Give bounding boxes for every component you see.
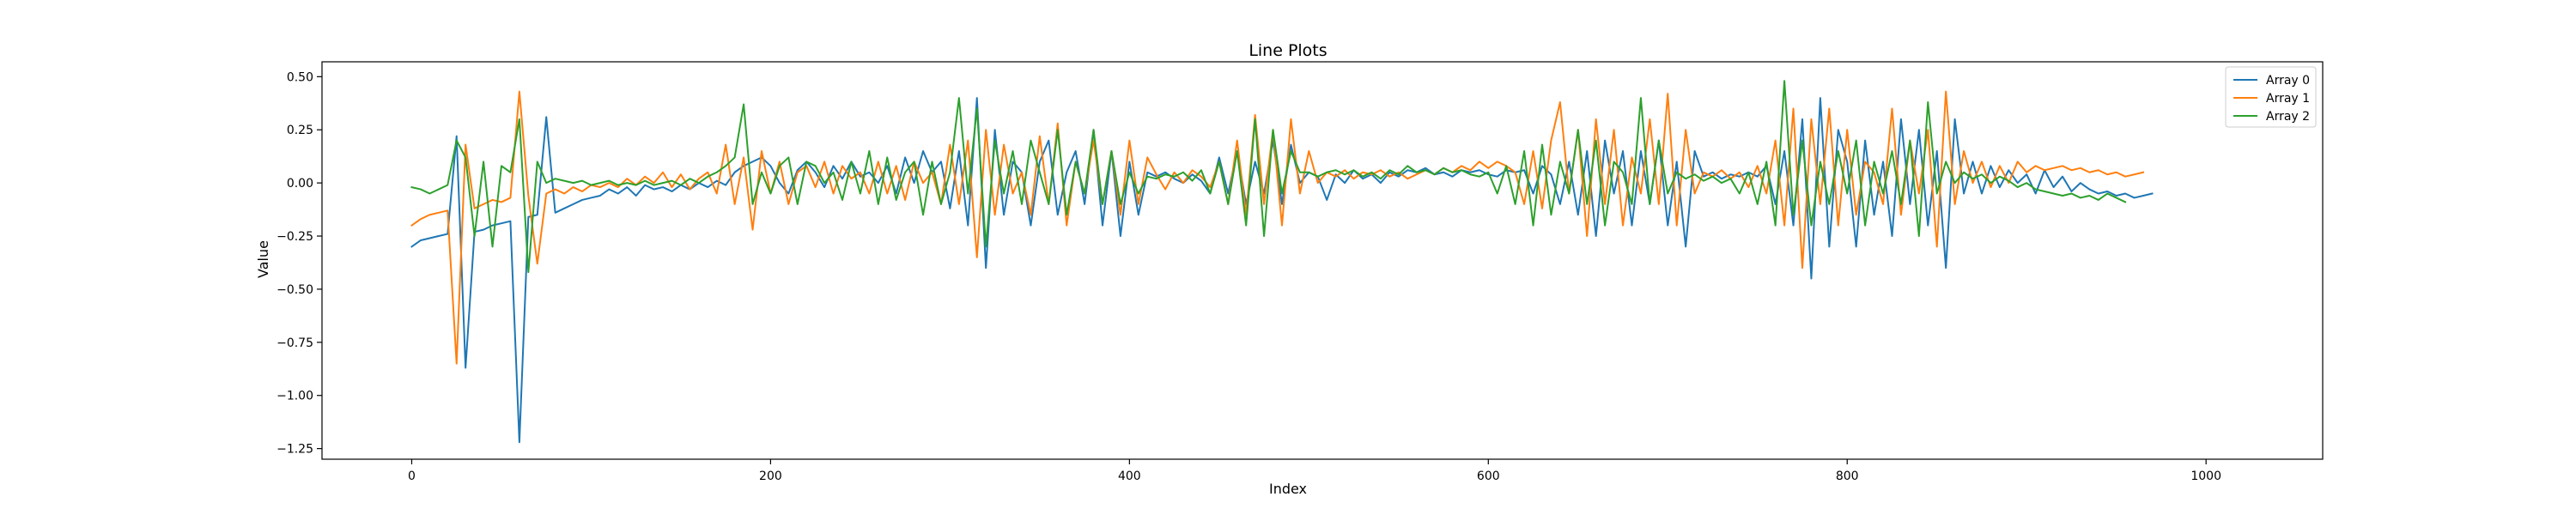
- chart-legend: Array 0 Array 1 Array 2: [2225, 66, 2317, 128]
- x-tick-label: 1000: [2190, 470, 2221, 483]
- y-tick-label: −0.25: [276, 230, 313, 244]
- legend-box: [2225, 66, 2317, 128]
- y-tick-label: −0.50: [276, 283, 313, 297]
- y-tick-label: 0.00: [287, 177, 313, 191]
- series-line-2: [410, 80, 2127, 274]
- legend-label: Array 2: [2266, 110, 2310, 124]
- legend-label: Array 1: [2266, 92, 2310, 106]
- y-tick-label: 0.50: [287, 70, 313, 84]
- x-tick-label: 600: [1477, 470, 1500, 483]
- y-axis-label: Value: [255, 240, 271, 278]
- y-tick-label: −1.25: [276, 443, 313, 457]
- y-tick-label: 0.25: [287, 124, 313, 137]
- x-tick-label: 0: [408, 470, 416, 483]
- plot-frame: [321, 61, 2324, 460]
- axes-layer: 0 200 400 600 800 1000 −1.25 −1.00 −0.75 −0.50 −0.…: [276, 61, 2324, 483]
- x-tick-label: 200: [759, 470, 782, 483]
- chart-title: Line Plots: [1249, 41, 1327, 60]
- x-axis-label: Index: [1269, 481, 1307, 497]
- series-layer: [410, 80, 2154, 444]
- x-tick-label: 800: [1836, 470, 1859, 483]
- y-tick-label: −1.00: [276, 390, 313, 403]
- x-tick-label: 400: [1118, 470, 1141, 483]
- series-line-0: [410, 97, 2154, 444]
- legend-label: Array 0: [2266, 74, 2310, 88]
- y-tick-label: −0.75: [276, 336, 313, 350]
- series-line-1: [410, 90, 2145, 365]
